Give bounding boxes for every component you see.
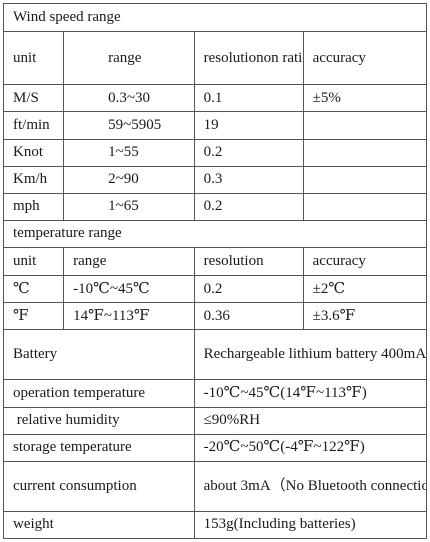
wind-range-cell: 2~90	[63, 165, 195, 194]
spec-row: relative humidity ≤90%RH	[3, 406, 428, 435]
wind-unit-cell: ft/min	[2, 111, 64, 140]
temperature-header-unit-range: unit	[2, 246, 65, 277]
temperature-header-resolution: resolution	[193, 246, 304, 277]
temperature-range-text: 14℉~113℉	[73, 307, 150, 324]
temperature-resolution-cell: 0.2	[193, 275, 304, 304]
temperature-unit-range-cell: ℃	[2, 275, 65, 304]
wind-range-cell: 1~55	[63, 138, 195, 167]
wind-section-title: Wind speed range	[3, 2, 427, 33]
spec-value: -20℃~50℃(-4℉~122℉)	[193, 433, 428, 462]
wind-data-row: mph 1~65 0.2	[2, 192, 428, 221]
wind-accuracy-cell	[302, 111, 428, 140]
wind-unit-cell: Knot	[2, 138, 64, 167]
spec-row: operation temperature -10℃~45℃(14℉~113℉)	[3, 379, 428, 408]
wind-accuracy-cell	[302, 192, 428, 221]
wind-header-resolution: resolutionon ratio	[193, 31, 304, 86]
temperature-range-text: -10℃~45℃	[73, 280, 150, 297]
wind-header-range: range	[63, 31, 195, 86]
temperature-unit-text: ℃	[13, 280, 30, 297]
spec-label: relative humidity	[3, 406, 195, 435]
wind-header-row: unit range resolutionon ratio accuracy	[2, 31, 428, 86]
temperature-unit-text: ℉	[13, 307, 29, 324]
spec-label: storage temperature	[3, 433, 195, 462]
spec-row: Battery Rechargeable lithium battery 400m…	[3, 329, 428, 381]
wind-data-row: Knot 1~55 0.2	[2, 138, 428, 167]
wind-range-cell: 59~5905	[63, 111, 195, 140]
temperature-header-row: unit range resolution accuracy	[2, 246, 428, 277]
wind-accuracy-cell	[302, 165, 428, 194]
temperature-data-row: ℉ 14℉~113℉ 0.36 ±3.6℉	[2, 302, 428, 331]
wind-title-row: Wind speed range	[3, 2, 427, 33]
spec-row: current consumption about 3mA（No Bluetoot…	[3, 460, 428, 512]
spec-value: ≤90%RH	[193, 406, 428, 435]
wind-unit-cell: Km/h	[2, 165, 64, 194]
wind-range-cell: 1~65	[63, 192, 195, 221]
spec-value: Rechargeable lithium battery 400mA	[193, 329, 428, 381]
temperature-unit-text: unit	[13, 253, 37, 270]
wind-resolution-cell: 19	[193, 111, 304, 140]
spec-value: 153g(Including batteries)	[193, 510, 428, 540]
temperature-resolution-cell: 0.36	[193, 302, 304, 331]
temperature-header-range-pad: range	[63, 246, 195, 277]
wind-resolution-cell: 0.3	[193, 165, 304, 194]
spec-label: operation temperature	[3, 379, 195, 408]
wind-accuracy-cell	[302, 138, 428, 167]
temperature-data-row: ℃ -10℃~45℃ 0.2 ±2℃	[2, 275, 428, 304]
temperature-unit-range-cell: ℉	[2, 302, 65, 331]
temperature-range-pad-cell: 14℉~113℉	[63, 302, 195, 331]
spec-row: storage temperature -20℃~50℃(-4℉~122℉)	[3, 433, 428, 462]
wind-data-row: M/S 0.3~30 0.1 ±5%	[2, 84, 428, 113]
temperature-accuracy-cell: ±2℃	[302, 275, 428, 304]
wind-range-cell: 0.3~30	[63, 84, 195, 113]
spec-row: weight 153g(Including batteries)	[3, 510, 428, 540]
wind-accuracy-cell: ±5%	[302, 84, 428, 113]
wind-resolution-cell: 0.2	[193, 138, 304, 167]
spec-label: current consumption	[3, 460, 195, 512]
temperature-accuracy-cell: ±3.6℉	[302, 302, 428, 331]
temperature-range-pad-cell: -10℃~45℃	[63, 275, 195, 304]
wind-data-row: Km/h 2~90 0.3	[2, 165, 428, 194]
spec-value: about 3mA（No Bluetooth connection）	[193, 460, 428, 512]
spec-label: weight	[3, 510, 195, 540]
wind-resolution-cell: 0.2	[193, 192, 304, 221]
wind-data-row: ft/min 59~5905 19	[2, 111, 428, 140]
wind-unit-cell: M/S	[2, 84, 64, 113]
temperature-range-text: range	[73, 253, 107, 270]
wind-unit-cell: mph	[2, 192, 64, 221]
spec-value: -10℃~45℃(14℉~113℉)	[193, 379, 428, 408]
temperature-title-row: temperature range	[3, 219, 427, 248]
temperature-section-title: temperature range	[3, 219, 427, 248]
spec-label: Battery	[3, 329, 195, 381]
wind-resolution-cell: 0.1	[193, 84, 304, 113]
temperature-header-accuracy: accuracy	[302, 246, 428, 277]
wind-header-unit: unit	[2, 31, 64, 86]
wind-header-accuracy: accuracy	[302, 31, 428, 86]
